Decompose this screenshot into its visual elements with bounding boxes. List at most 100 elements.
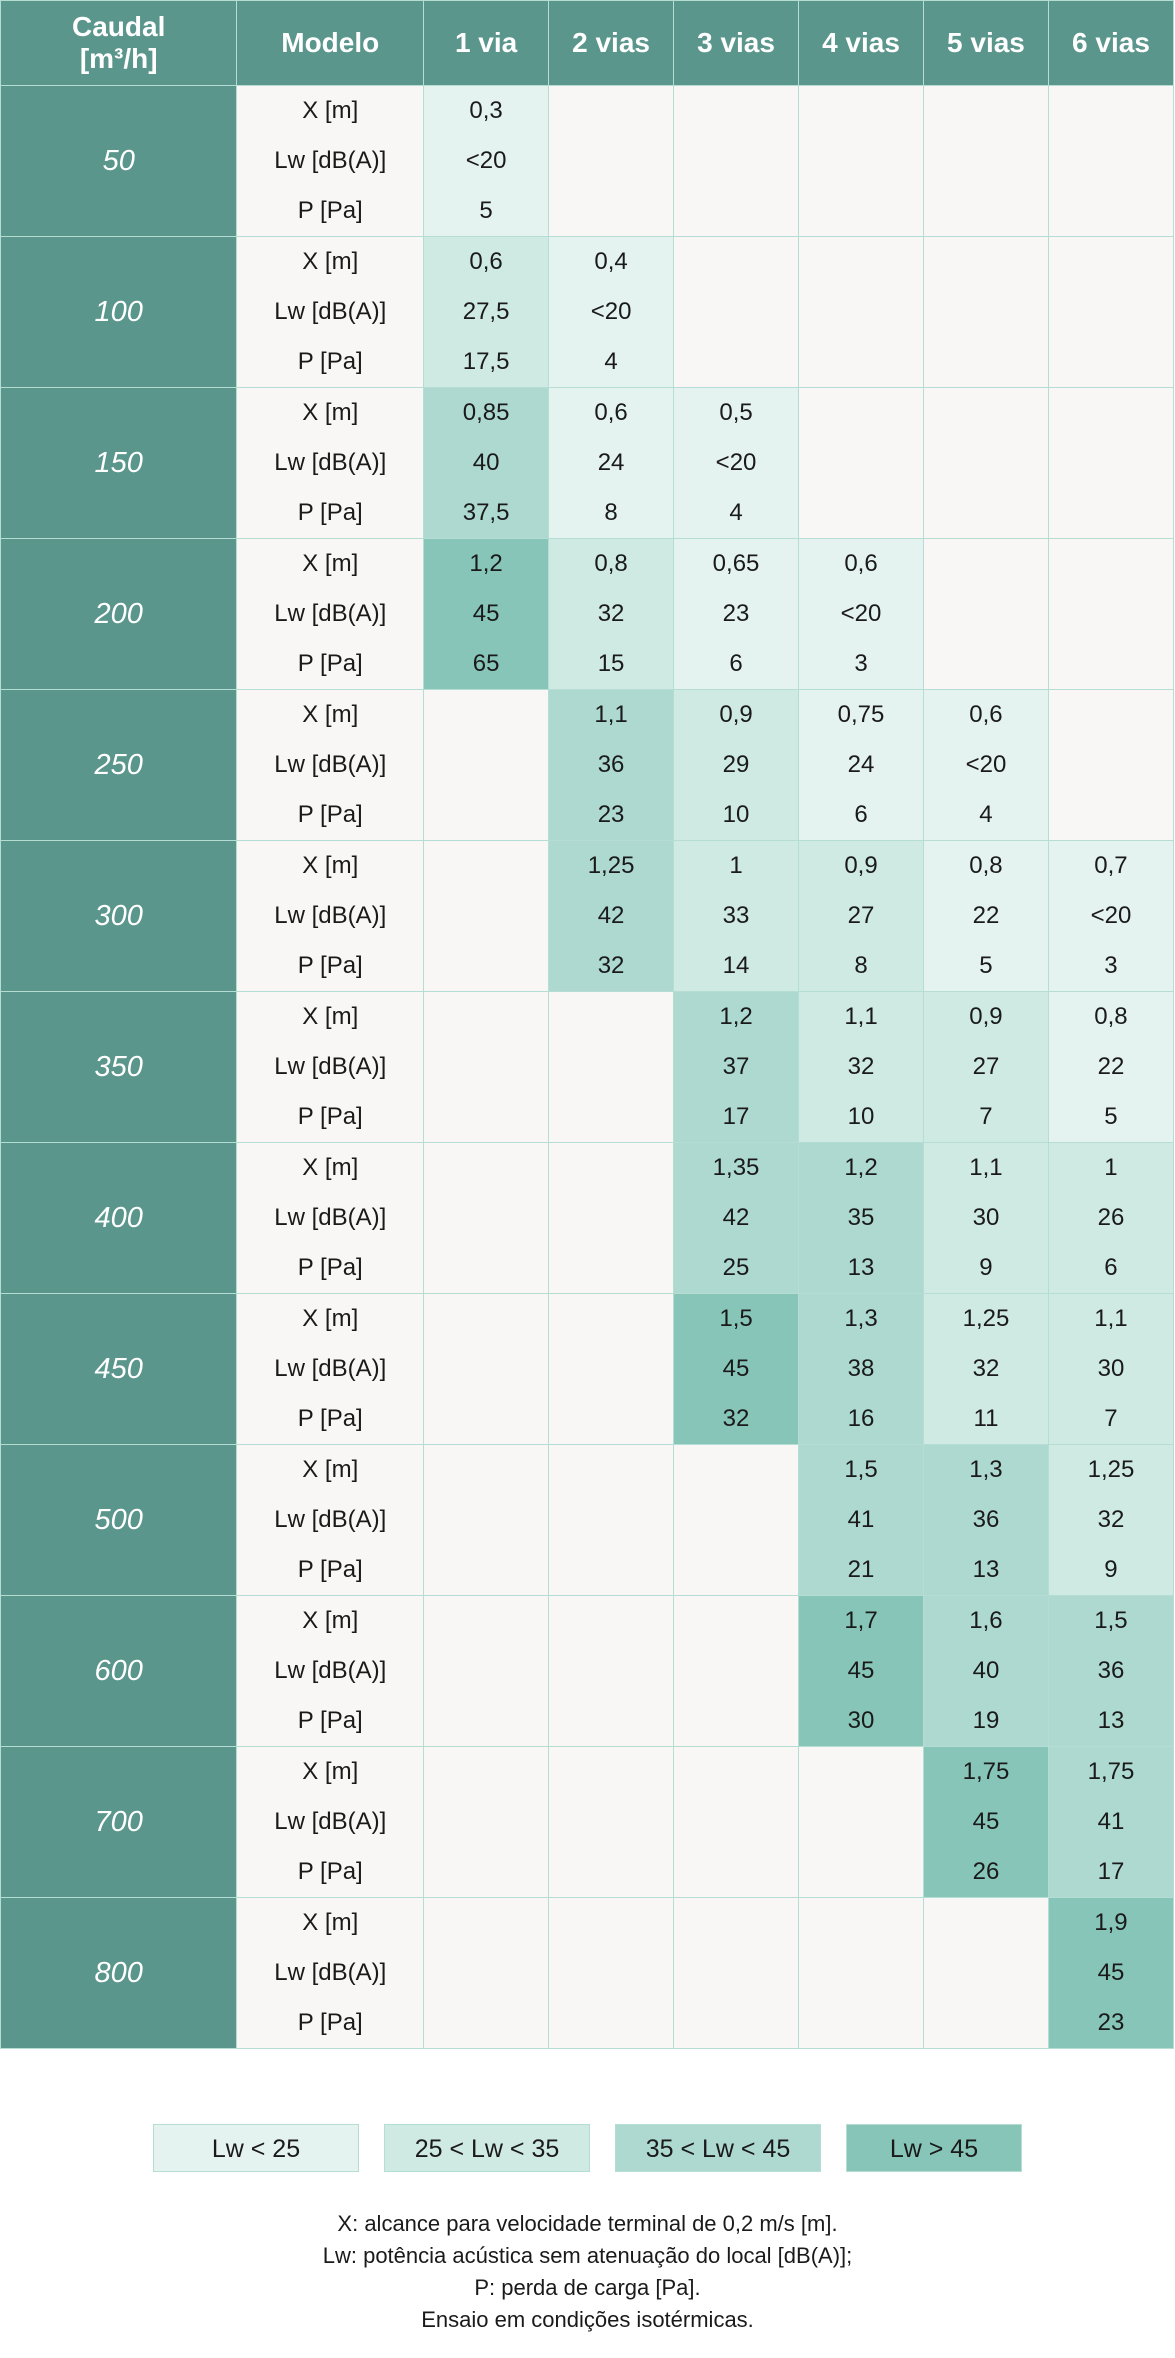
value-cell: 1,1 32 10 xyxy=(798,991,924,1143)
value-line: 32 xyxy=(1097,1506,1125,1533)
value-line xyxy=(674,1545,798,1595)
value-line xyxy=(799,287,923,337)
value-line xyxy=(549,1193,673,1243)
value-line: 1,5 xyxy=(719,1305,753,1332)
param-label: X [m] xyxy=(302,1003,359,1030)
value-line: 1,1 xyxy=(1094,1305,1128,1332)
value-line: 1,1 xyxy=(969,1154,1003,1181)
value-line: 1,3 xyxy=(844,1305,878,1332)
way-header: 1 via xyxy=(423,0,550,86)
value-cell xyxy=(423,1293,550,1445)
value-cell: 0,6 24 8 xyxy=(548,387,675,539)
value-cell: 0,6 <20 3 xyxy=(798,538,924,690)
param-labels-cell: X [m] Lw [dB(A)] P [Pa] xyxy=(236,236,425,388)
value-line: 6 xyxy=(1104,1254,1118,1281)
value-line: 8 xyxy=(604,499,618,526)
value-cell: 0,3 <20 5 xyxy=(423,85,550,237)
table-row: 450 X [m] Lw [dB(A)] P [Pa] 1,5 45 32 1,3 38 16 1,… xyxy=(0,1293,1175,1445)
param-label: X [m] xyxy=(302,1607,359,1634)
value-line: 0,9 xyxy=(719,701,753,728)
value-cell xyxy=(1047,85,1175,237)
value-line xyxy=(674,1596,798,1646)
value-cell: 0,9 29 10 xyxy=(673,689,800,841)
table-body: 50 X [m] Lw [dB(A)] P [Pa] 0,3 <20 5 100 X [m] Lw… xyxy=(0,85,1175,2049)
table-row: 500 X [m] Lw [dB(A)] P [Pa] 1,5 41 21 1,3 36 13 1,… xyxy=(0,1444,1175,1596)
value-line xyxy=(1049,287,1173,337)
value-cell: 1 26 6 xyxy=(1047,1142,1175,1294)
value-cell xyxy=(548,1142,675,1294)
param-labels-cell: X [m] Lw [dB(A)] P [Pa] xyxy=(236,1293,425,1445)
value-line: 45 xyxy=(847,1657,875,1684)
value-line: 6 xyxy=(729,650,743,677)
value-line xyxy=(549,1243,673,1293)
value-line: <20 xyxy=(840,600,882,627)
value-line: 1,6 xyxy=(969,1607,1003,1634)
value-line xyxy=(674,1797,798,1847)
value-line: 10 xyxy=(847,1103,875,1130)
value-line xyxy=(924,639,1048,689)
table-row: 400 X [m] Lw [dB(A)] P [Pa] 1,35 42 25 1,2 35 13 1… xyxy=(0,1142,1175,1294)
value-line: 1,25 xyxy=(1087,1456,1135,1483)
value-line xyxy=(549,1998,673,2048)
value-cell: 1,5 41 21 xyxy=(798,1444,924,1596)
value-line: 32 xyxy=(597,600,625,627)
value-line xyxy=(674,1445,798,1495)
param-labels-cell: X [m] Lw [dB(A)] P [Pa] xyxy=(236,1595,425,1747)
param-label: Lw [dB(A)] xyxy=(274,1355,387,1382)
value-line: 15 xyxy=(597,650,625,677)
value-line xyxy=(799,136,923,186)
value-line: 4 xyxy=(729,499,743,526)
value-line xyxy=(549,186,673,236)
value-line xyxy=(424,1646,548,1696)
value-line xyxy=(549,1696,673,1746)
value-line: 1,5 xyxy=(844,1456,878,1483)
flow-cell: 50 xyxy=(0,85,238,237)
value-line xyxy=(924,539,1048,589)
value-line xyxy=(549,1545,673,1595)
value-line xyxy=(1049,186,1173,236)
value-line: 0,3 xyxy=(469,97,503,124)
value-cell: 0,8 22 5 xyxy=(1047,991,1175,1143)
value-line xyxy=(424,1243,548,1293)
value-cell xyxy=(673,236,800,388)
param-label: X [m] xyxy=(302,852,359,879)
value-line: 36 xyxy=(597,751,625,778)
value-line: 7 xyxy=(1104,1405,1118,1432)
value-line: 16 xyxy=(847,1405,875,1432)
value-line: 6 xyxy=(854,801,868,828)
value-line xyxy=(424,1596,548,1646)
value-line xyxy=(424,790,548,840)
table-row: 50 X [m] Lw [dB(A)] P [Pa] 0,3 <20 5 xyxy=(0,85,1175,237)
value-cell xyxy=(423,1444,550,1596)
value-cell xyxy=(423,1142,550,1294)
value-line xyxy=(924,86,1048,136)
value-line xyxy=(674,1747,798,1797)
value-line: 23 xyxy=(597,801,625,828)
param-label: X [m] xyxy=(302,1305,359,1332)
value-line: 26 xyxy=(972,1858,1000,1885)
value-cell: 1,5 36 13 xyxy=(1047,1595,1175,1747)
value-line xyxy=(924,488,1048,538)
value-line xyxy=(424,891,548,941)
value-line: 0,4 xyxy=(594,248,628,275)
value-line xyxy=(424,740,548,790)
value-cell: 1,75 45 26 xyxy=(922,1746,1049,1898)
value-line: 1,75 xyxy=(1087,1758,1135,1785)
value-cell xyxy=(423,840,550,992)
value-line: 1 xyxy=(1104,1154,1118,1181)
flow-cell: 300 xyxy=(0,840,238,992)
value-line xyxy=(924,1998,1048,2048)
param-label: P [Pa] xyxy=(297,1707,363,1734)
param-label: Lw [dB(A)] xyxy=(274,298,387,325)
param-label: P [Pa] xyxy=(297,2009,363,2036)
flow-header-line2: [m³/h] xyxy=(79,43,158,74)
value-line: 0,8 xyxy=(594,550,628,577)
value-line: 11 xyxy=(973,1405,999,1432)
value-cell xyxy=(798,236,924,388)
value-line xyxy=(1049,136,1173,186)
value-cell: 0,4 <20 4 xyxy=(548,236,675,388)
value-line xyxy=(424,1696,548,1746)
value-cell xyxy=(673,1746,800,1898)
value-line: 23 xyxy=(722,600,750,627)
way-header: 2 vias xyxy=(548,0,675,86)
